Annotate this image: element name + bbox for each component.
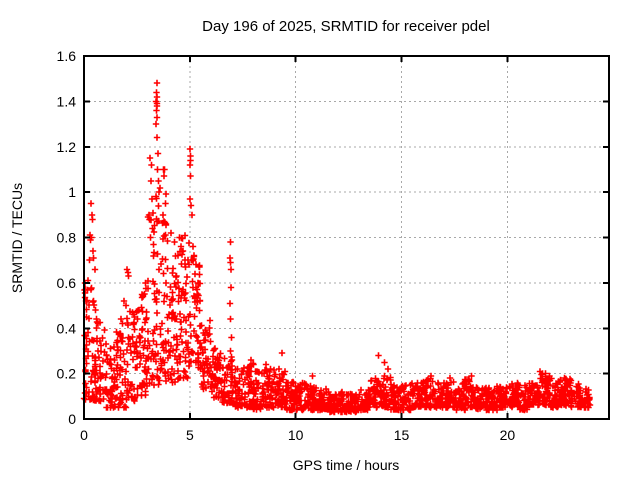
y-tick-label: 1.4 — [57, 93, 77, 109]
y-tick-label: 0.2 — [57, 366, 77, 382]
y-tick-label: 0.4 — [57, 320, 77, 336]
y-tick-label: 0.6 — [57, 275, 77, 291]
y-tick-label: 1 — [68, 184, 76, 200]
x-tick-label: 0 — [80, 427, 88, 443]
grid-lines — [84, 56, 609, 419]
x-tick-label: 5 — [186, 427, 194, 443]
x-axis-label: GPS time / hours — [293, 457, 400, 473]
y-tick-label: 1.2 — [57, 139, 77, 155]
y-axis-label: SRMTID / TECUs — [9, 183, 25, 293]
chart-title: Day 196 of 2025, SRMTID for receiver pde… — [202, 18, 490, 35]
y-tick-label: 1.6 — [57, 48, 77, 64]
x-tick-label: 15 — [394, 427, 410, 443]
axes-and-ticks — [83, 55, 610, 420]
tick-labels: 0 5 10 15 20 0 0.2 0.4 0.6 0.8 1 1.2 1.4 1.6 — [57, 48, 516, 443]
srmtid-scatter-points — [80, 79, 594, 416]
x-tick-label: 10 — [288, 427, 304, 443]
data-points — [80, 79, 594, 416]
y-tick-label: 0.8 — [57, 230, 77, 246]
x-tick-label: 20 — [500, 427, 516, 443]
y-tick-label: 0 — [68, 411, 76, 427]
